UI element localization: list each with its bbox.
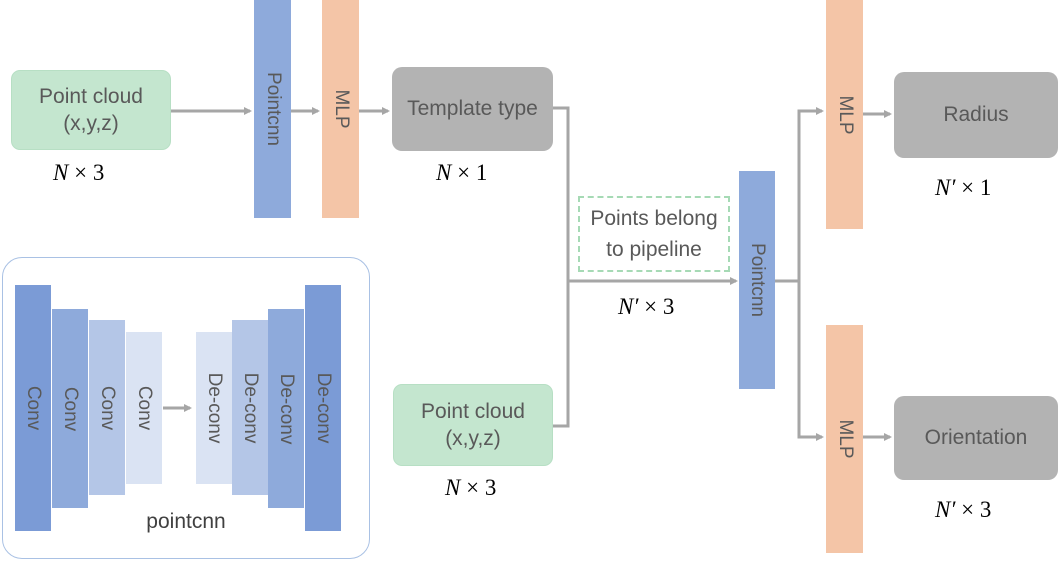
arrow-to-mlp-orientation [797,281,824,441]
points-belong-to-pipeline-note: Points belong to pipeline [578,196,730,272]
pointcnn-label: Pointcnn [747,243,768,317]
mlp-block-orientation: MLP [826,325,863,553]
template-type-label: Template type [407,97,538,121]
pointcnn-block-1: Pointcnn [254,0,291,218]
deconv-layer-2: De-conv [232,320,268,495]
dim-point-cloud-top: N × 3 [53,160,105,185]
orientation-label: Orientation [924,426,1028,450]
conv-label: Conv [60,386,81,431]
conv-layer-3: Conv [89,320,125,495]
point-cloud-coords: (x,y,z) [63,112,119,135]
dim-points-belong: N′ × 3 [618,294,675,319]
point-cloud-label: Point cloud [39,84,143,108]
wire-template-to-merge [553,106,570,281]
point-cloud-input-top: Point cloud (x,y,z) [11,70,171,150]
deconv-label: De-conv [240,372,261,443]
mlp-block-radius: MLP [826,0,863,229]
point-cloud-input-bottom: Point cloud (x,y,z) [393,384,553,466]
radius-output: Radius [894,72,1058,158]
arrow-to-mlp-radius [797,107,824,281]
points-belong-line1: Points belong [590,206,718,230]
dim-orientation: N′ × 3 [935,497,992,522]
conv-label: Conv [134,385,155,431]
mlp-label: MLP [834,419,856,459]
pointcnn-legend-frame [2,257,370,559]
conv-label: Conv [97,385,118,430]
pointcnn-block-2: Pointcnn [739,171,775,389]
pointcnn-label: Pointcnn [262,72,284,146]
orientation-output: Orientation [894,396,1058,480]
points-belong-line2: to pipeline [606,238,702,261]
deconv-layer-4: De-conv [305,285,341,531]
deconv-layer-3: De-conv [268,309,304,508]
point-cloud-label: Point cloud [421,399,525,423]
dim-template-type: N × 1 [436,160,488,185]
wire-pointcloud-to-merge [553,281,570,428]
template-type-output: Template type [392,67,553,151]
deconv-label: De-conv [313,372,334,444]
point-cloud-coords: (x,y,z) [445,427,501,450]
deconv-label: De-conv [276,373,297,444]
mlp-label: MLP [834,94,856,135]
dim-radius: N′ × 1 [935,175,992,200]
radius-label: Radius [943,103,1009,127]
mlp-label: MLP [330,89,352,129]
conv-layer-4: Conv [126,332,162,484]
conv-layer-1: Conv [15,285,51,531]
deconv-layer-1: De-conv [196,332,232,484]
deconv-label: De-conv [204,372,225,444]
dim-point-cloud-bottom: N × 3 [445,475,497,500]
pointcnn-caption: pointcnn [146,510,226,533]
conv-label: Conv [23,385,44,431]
mlp-block-1: MLP [322,0,359,218]
conv-layer-2: Conv [52,309,88,508]
